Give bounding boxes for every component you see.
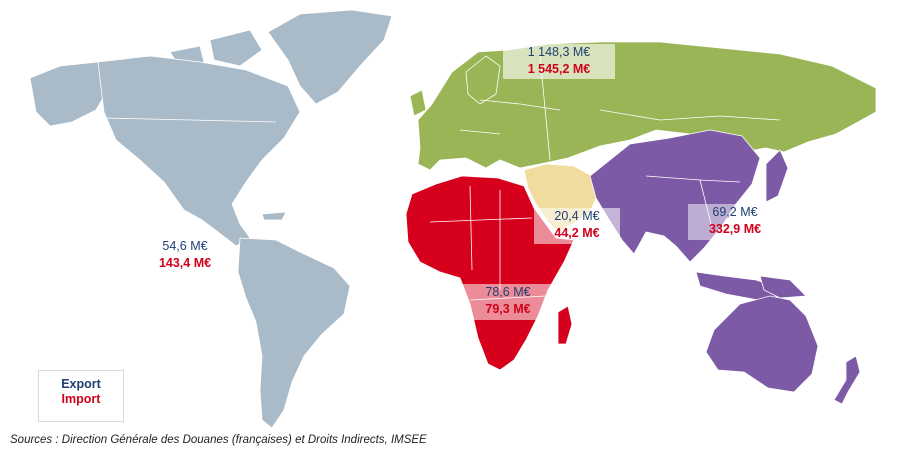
- europe-asia-export-value: 1 148,3 M€: [527, 45, 591, 59]
- africa-import-value: 79,3 M€: [485, 302, 531, 316]
- africa-shape: [405, 175, 575, 371]
- africa-label: 78,6 M€ 79,3 M€: [462, 284, 554, 320]
- europe-asia-label: 1 148,3 M€ 1 545,2 M€: [503, 44, 615, 79]
- new-guinea-shape: [759, 275, 807, 299]
- arctic-islands-shape: [209, 29, 263, 67]
- border-lines: [459, 55, 781, 161]
- middle-east-export-value: 20,4 M€: [554, 209, 600, 223]
- asia-oceania-import-value: 332,9 M€: [708, 222, 762, 236]
- americas-export-value: 54,6 M€: [162, 239, 208, 253]
- legend-export: Export: [61, 377, 101, 391]
- australia-shape: [705, 295, 819, 393]
- americas-import-value: 143,4 M€: [158, 256, 212, 270]
- europe-asia-import-value: 1 545,2 M€: [527, 62, 591, 76]
- map-legend: Export Import: [38, 370, 124, 422]
- africa-export-value: 78,6 M€: [485, 285, 531, 299]
- africa-region: [405, 175, 575, 371]
- middle-east-import-value: 44,2 M€: [554, 226, 600, 240]
- asia-oceania-label: 69,2 M€ 332,9 M€: [688, 204, 782, 240]
- alaska-shape: [29, 61, 111, 127]
- new-zealand-shape: [833, 355, 861, 405]
- japan-shape: [765, 149, 789, 203]
- americas-label: 54,6 M€ 143,4 M€: [142, 238, 228, 276]
- source-note: Sources : Direction Générale des Douanes…: [10, 434, 427, 446]
- north-america-shape: [97, 55, 301, 247]
- scandinavia-outline: [465, 55, 501, 105]
- canada-border-line: [103, 117, 277, 123]
- border-lines: [429, 185, 547, 301]
- uk-shape: [409, 89, 427, 117]
- middle-east-label: 20,4 M€ 44,2 M€: [534, 208, 620, 244]
- americas-region: [29, 9, 393, 429]
- legend-import: Import: [61, 392, 101, 406]
- caribbean-island-shape: [261, 211, 287, 221]
- south-america-shape: [237, 237, 351, 429]
- asia-oceania-export-value: 69,2 M€: [712, 205, 758, 219]
- madagascar-shape: [557, 305, 573, 345]
- greenland-shape: [267, 9, 393, 105]
- asia-oceania-region: [589, 129, 861, 405]
